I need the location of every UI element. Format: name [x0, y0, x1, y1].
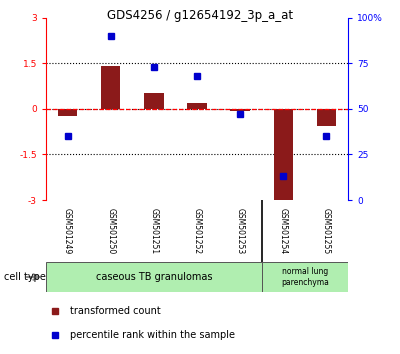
Text: transformed count: transformed count: [70, 306, 161, 316]
Text: GSM501251: GSM501251: [149, 208, 158, 254]
Text: GSM501254: GSM501254: [279, 208, 288, 254]
FancyBboxPatch shape: [262, 262, 348, 292]
Text: normal lung
parenchyma: normal lung parenchyma: [281, 267, 329, 287]
Text: percentile rank within the sample: percentile rank within the sample: [70, 330, 235, 340]
Bar: [274, 109, 293, 201]
Text: GSM501250: GSM501250: [106, 208, 115, 254]
FancyBboxPatch shape: [46, 262, 262, 292]
Text: cell type: cell type: [4, 272, 46, 282]
Text: GSM501249: GSM501249: [63, 208, 72, 254]
Text: GSM501255: GSM501255: [322, 208, 331, 254]
Text: GDS4256 / g12654192_3p_a_at: GDS4256 / g12654192_3p_a_at: [107, 9, 293, 22]
Bar: [317, 109, 336, 126]
Bar: [101, 66, 120, 109]
Bar: [230, 109, 250, 111]
Text: GSM501253: GSM501253: [236, 208, 245, 254]
Bar: [58, 109, 77, 115]
Bar: [144, 93, 164, 109]
Text: caseous TB granulomas: caseous TB granulomas: [96, 272, 212, 282]
Bar: [187, 103, 207, 109]
Text: GSM501252: GSM501252: [192, 208, 202, 254]
